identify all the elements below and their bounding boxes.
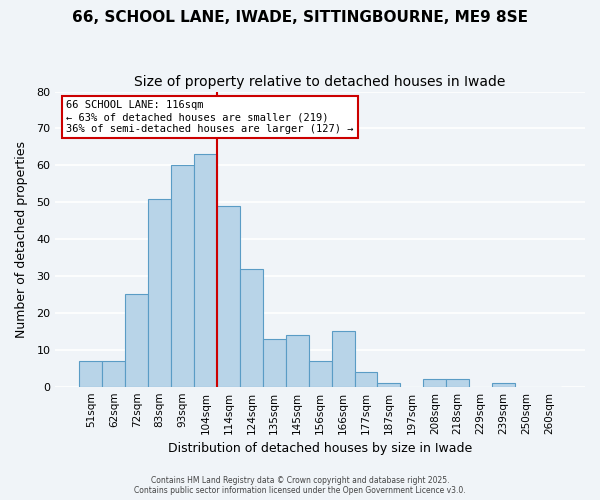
Bar [194,154,217,386]
Bar [125,294,148,386]
Bar [332,332,355,386]
Bar [424,380,446,386]
Bar [148,198,171,386]
X-axis label: Distribution of detached houses by size in Iwade: Distribution of detached houses by size … [168,442,472,455]
Bar [79,361,103,386]
Title: Size of property relative to detached houses in Iwade: Size of property relative to detached ho… [134,75,506,89]
Bar [171,166,194,386]
Text: 66 SCHOOL LANE: 116sqm
← 63% of detached houses are smaller (219)
36% of semi-de: 66 SCHOOL LANE: 116sqm ← 63% of detached… [66,100,353,134]
Text: Contains HM Land Registry data © Crown copyright and database right 2025.
Contai: Contains HM Land Registry data © Crown c… [134,476,466,495]
Bar [263,338,286,386]
Bar [217,206,240,386]
Bar [377,383,400,386]
Text: 66, SCHOOL LANE, IWADE, SITTINGBOURNE, ME9 8SE: 66, SCHOOL LANE, IWADE, SITTINGBOURNE, M… [72,10,528,25]
Bar [355,372,377,386]
Bar [446,380,469,386]
Bar [103,361,125,386]
Bar [286,335,308,386]
Y-axis label: Number of detached properties: Number of detached properties [15,140,28,338]
Bar [492,383,515,386]
Bar [240,268,263,386]
Bar [308,361,332,386]
